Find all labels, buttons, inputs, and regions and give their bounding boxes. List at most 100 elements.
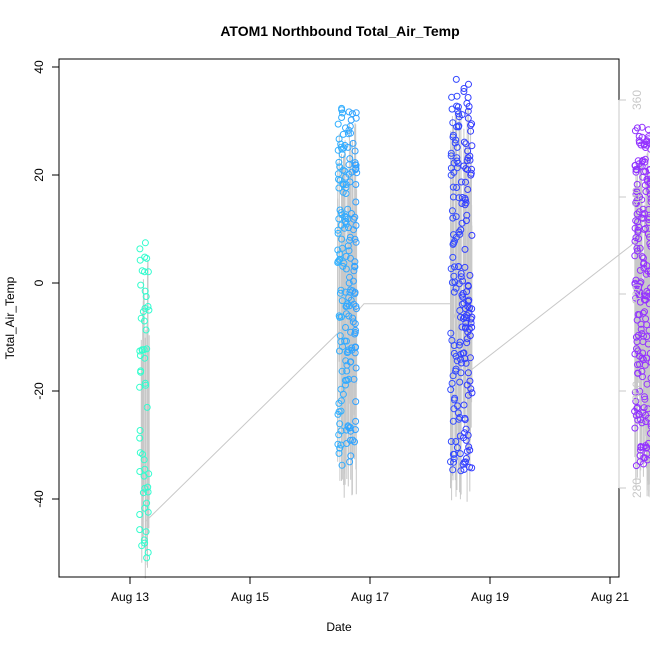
data-point (631, 127, 639, 135)
x-tick-label: Aug 19 (471, 590, 509, 604)
data-point (341, 376, 349, 384)
data-point (346, 458, 354, 466)
data-point (335, 158, 343, 166)
data-point (334, 440, 342, 448)
data-point (348, 210, 355, 217)
data-point (633, 187, 641, 195)
data-point (452, 365, 460, 373)
data-point (144, 483, 152, 491)
data-point (647, 198, 650, 206)
data-point (338, 367, 346, 375)
data-point (450, 405, 458, 413)
data-point (352, 364, 360, 372)
data-point (344, 130, 352, 138)
data-point (342, 124, 349, 132)
secondary-y-tick-label: 320 (630, 284, 644, 304)
data-point (641, 181, 649, 189)
data-point (634, 347, 642, 355)
data-point (463, 288, 471, 296)
x-axis: Aug 13 Aug 15 Aug 17 Aug 19 Aug 21 (111, 576, 629, 604)
data-point (633, 200, 640, 207)
data-point (336, 444, 344, 452)
data-point (136, 256, 144, 264)
data-point (631, 224, 639, 232)
data-point (642, 315, 650, 323)
data-point (335, 408, 343, 416)
data-point (456, 307, 464, 314)
data-point (449, 131, 457, 139)
data-point (141, 287, 149, 295)
data-point (457, 273, 465, 281)
data-point (647, 420, 650, 428)
data-point (459, 289, 467, 297)
data-point (453, 357, 461, 365)
data-point (645, 300, 650, 308)
data-point (645, 135, 650, 143)
data-point (631, 252, 639, 260)
data-point (464, 147, 472, 155)
data-point (464, 114, 472, 122)
data-point (334, 229, 342, 237)
data-point (632, 190, 640, 198)
data-point (458, 359, 465, 367)
data-point (144, 488, 152, 496)
data-point (466, 332, 474, 340)
data-point (641, 308, 648, 316)
data-point (632, 412, 640, 419)
data-point (351, 161, 359, 169)
data-point (451, 139, 459, 147)
data-point (347, 296, 355, 304)
data-point (342, 213, 350, 221)
data-point (143, 403, 151, 411)
data-point (463, 339, 471, 347)
data-point (463, 99, 471, 107)
data-point (453, 143, 461, 151)
data-point (339, 166, 347, 174)
data-point (634, 369, 642, 377)
data-point (352, 417, 360, 425)
data-point (142, 326, 150, 334)
data-point (466, 446, 474, 454)
data-point (141, 239, 149, 247)
data-point (337, 441, 345, 449)
data-point (349, 318, 357, 326)
data-point (640, 260, 647, 268)
data-point (449, 193, 457, 201)
data-point (646, 349, 650, 357)
data-point (351, 330, 359, 338)
data-point (352, 305, 360, 313)
data-point (646, 180, 650, 188)
data-point (136, 434, 144, 442)
data-point (638, 214, 646, 222)
data-point (633, 244, 641, 252)
data-point (342, 324, 349, 331)
data-point (141, 304, 149, 312)
data-point (645, 216, 650, 223)
data-point (342, 265, 350, 273)
chart-title: ATOM1 Northbound Total_Air_Temp (220, 23, 459, 39)
data-point (642, 296, 649, 304)
data-point (351, 426, 359, 434)
data-point (457, 467, 465, 475)
data-point (460, 138, 468, 146)
data-point (463, 314, 471, 322)
data-point (459, 460, 467, 468)
data-point (447, 458, 454, 466)
data-point (455, 228, 463, 236)
data-point (137, 281, 145, 289)
data-point (351, 235, 359, 243)
data-point (140, 346, 148, 354)
data-point (352, 181, 360, 188)
data-point (637, 325, 645, 333)
data-point (467, 127, 475, 135)
data-point (342, 252, 350, 260)
data-point (647, 359, 650, 366)
data-point (454, 263, 462, 270)
data-point (137, 368, 145, 376)
data-point (631, 424, 639, 432)
data-point (466, 271, 474, 279)
data-point (344, 143, 352, 151)
data-point (348, 110, 356, 118)
data-point (336, 206, 344, 214)
secondary-y-tick-label: 360 (630, 90, 644, 110)
